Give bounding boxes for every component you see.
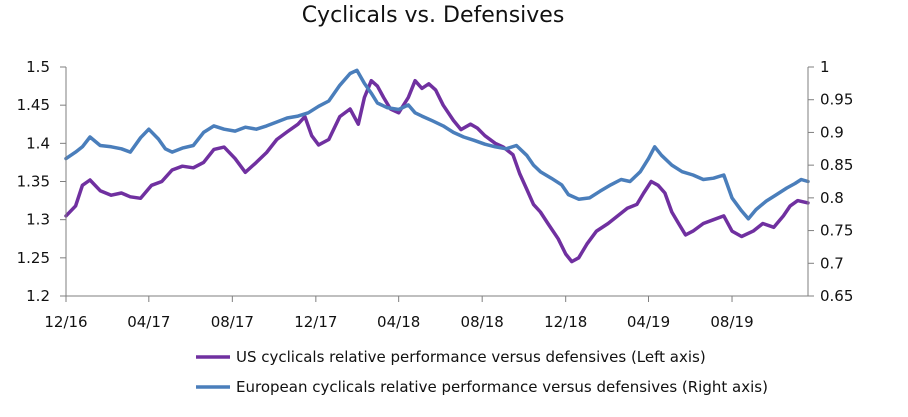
right-tick-label: 0.9 xyxy=(820,123,844,141)
x-tick-label: 12/18 xyxy=(544,313,587,331)
x-tick-label: 08/19 xyxy=(710,313,753,331)
plot-area xyxy=(64,68,810,264)
right-tick-label: 0.7 xyxy=(820,254,844,272)
legend-item-us: US cyclicals relative performance versus… xyxy=(196,348,706,366)
x-tick-label: 12/17 xyxy=(294,313,337,331)
x-tick-label: 08/18 xyxy=(461,313,504,331)
right-tick-label: 0.75 xyxy=(820,222,853,240)
x-tick-label: 08/17 xyxy=(211,313,254,331)
left-tick-label: 1.2 xyxy=(26,287,50,305)
x-tick-label: 04/19 xyxy=(627,313,670,331)
left-tick-label: 1.4 xyxy=(26,134,50,152)
legend: US cyclicals relative performance versus… xyxy=(196,348,768,396)
left-tick-label: 1.45 xyxy=(17,96,50,114)
european-cyclicals-line xyxy=(64,68,810,221)
left-tick-label: 1.5 xyxy=(26,58,50,76)
legend-item-european: European cyclicals relative performance … xyxy=(196,378,768,396)
right-tick-label: 0.95 xyxy=(820,91,853,109)
chart-title: Cyclicals vs. Defensives xyxy=(302,3,565,28)
right-tick-label: 0.65 xyxy=(820,287,853,305)
x-tick-label: 04/18 xyxy=(377,313,420,331)
left-tick-label: 1.25 xyxy=(17,249,50,267)
legend-label: US cyclicals relative performance versus… xyxy=(236,348,706,366)
us-cyclicals-line xyxy=(64,78,810,264)
right-tick-label: 1 xyxy=(820,58,830,76)
x-tick-label: 04/17 xyxy=(127,313,170,331)
left-tick-label: 1.3 xyxy=(26,211,50,229)
right-tick-label: 0.85 xyxy=(820,156,853,174)
legend-label: European cyclicals relative performance … xyxy=(236,378,768,396)
left-tick-label: 1.35 xyxy=(17,173,50,191)
axes: 1.2 1.25 1.3 1.35 1.4 1.45 1.5 0.65 0.7 0.75 0.8 0.… xyxy=(17,58,854,331)
right-tick-label: 0.8 xyxy=(820,189,844,207)
x-tick-label: 12/16 xyxy=(44,313,87,331)
